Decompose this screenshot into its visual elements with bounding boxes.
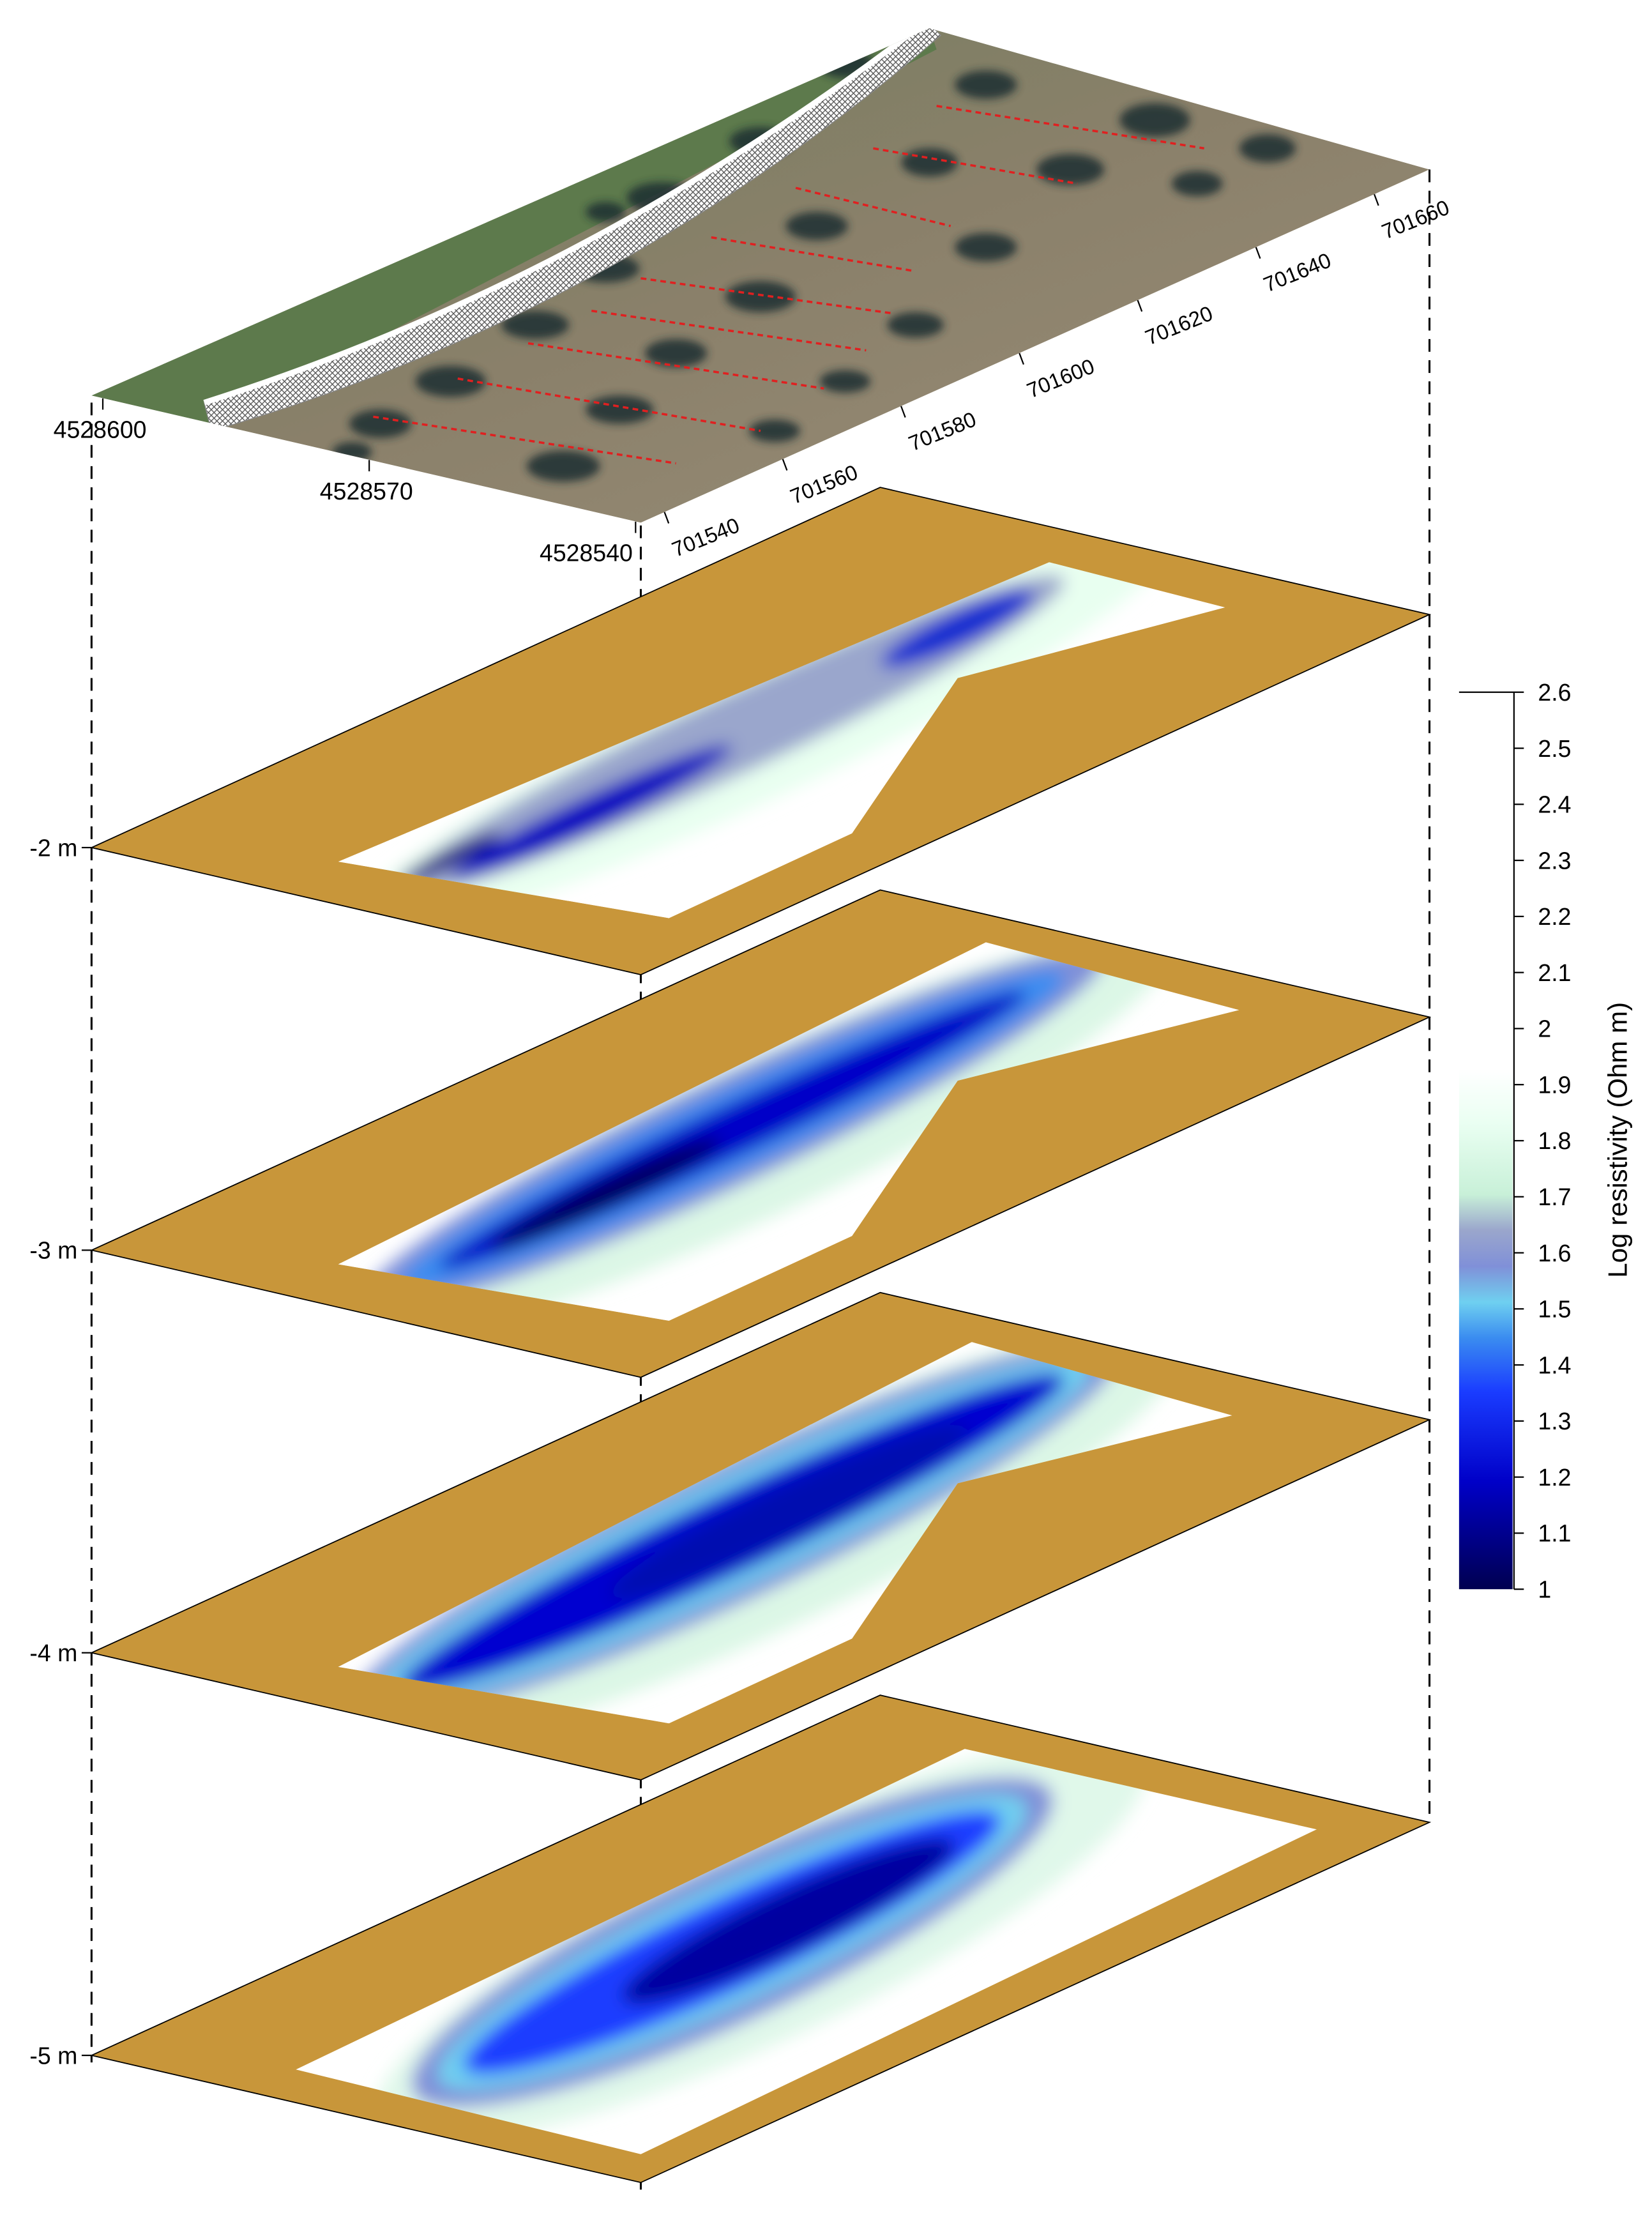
depth-label: -5 m — [29, 2042, 77, 2069]
depth-slice — [89, 1291, 1432, 1781]
easting-label: 701580 — [906, 407, 980, 456]
colorbar-tick-label: 2.5 — [1538, 735, 1571, 762]
colorbar-tick-label: 1.3 — [1538, 1408, 1571, 1435]
easting-tick — [663, 512, 670, 524]
easting-tick — [1374, 194, 1379, 206]
colorbar-label: Log resistivity (Ohm m) — [1602, 1002, 1632, 1278]
anomaly-blob — [399, 832, 502, 883]
northing-label: 4528570 — [320, 478, 413, 505]
easting-tick — [1255, 247, 1261, 259]
easting-label: 701660 — [1379, 196, 1453, 245]
colorbar-tick-label: 2.6 — [1538, 679, 1571, 706]
anomaly — [351, 562, 1170, 918]
easting-label: 701600 — [1024, 354, 1098, 403]
resistivity-map — [338, 942, 1239, 1321]
colorbar-tick-label: 1.5 — [1538, 1296, 1571, 1323]
colorbar-tick-label: 1.1 — [1538, 1520, 1571, 1547]
easting-tick — [900, 406, 906, 418]
colorbar-tick-label: 1.8 — [1538, 1127, 1571, 1154]
colorbar-tick-label: 1.2 — [1538, 1464, 1571, 1491]
slices — [89, 487, 1432, 2184]
anomaly — [375, 1749, 1146, 2143]
anomaly — [338, 1342, 1184, 1724]
easting-label: 701640 — [1261, 248, 1335, 297]
easting-tick — [1137, 300, 1143, 312]
northing-label: 4528600 — [54, 416, 147, 443]
depth-label: -4 m — [29, 1640, 77, 1666]
anomaly — [351, 942, 1171, 1321]
northing-label: 4528540 — [540, 540, 633, 567]
colorbar-tick-label: 2 — [1538, 1016, 1551, 1042]
colorbar-tick-label: 2.2 — [1538, 903, 1571, 930]
anomaly-blob — [451, 745, 732, 880]
colorbar-tick-label: 2.4 — [1538, 791, 1571, 818]
depth-label: -3 m — [29, 1237, 77, 1264]
colorbar-tick-label: 1.9 — [1538, 1071, 1571, 1098]
easting-tick — [782, 459, 788, 471]
colorbar-tick-label: 2.3 — [1538, 847, 1571, 874]
depth-slice — [89, 1694, 1432, 2184]
easting-label: 701620 — [1142, 301, 1216, 350]
colorbar-tick-label: 2.1 — [1538, 959, 1571, 986]
anomaly-blob — [609, 1424, 968, 1599]
anomaly-blob — [622, 1838, 955, 2004]
resistivity-map — [338, 1342, 1232, 1724]
depth-slice — [89, 487, 1432, 976]
resistivity-map — [338, 562, 1225, 918]
colorbar-tick-label: 1.7 — [1538, 1184, 1571, 1210]
depth-label: -2 m — [29, 834, 77, 861]
colorbar-tick-label: 1.6 — [1538, 1240, 1571, 1267]
easting-tick — [1019, 353, 1024, 365]
colorbar-tick-label: 1.4 — [1538, 1351, 1571, 1378]
resistivity-map — [296, 1749, 1317, 2154]
colorbar — [1459, 692, 1513, 1590]
colorbar-tick-label: 1 — [1538, 1576, 1551, 1602]
anomaly-blob — [881, 590, 1035, 668]
depth-slice — [89, 889, 1432, 1378]
aerial-map — [91, 28, 1430, 523]
anomaly-blob — [490, 1138, 721, 1249]
